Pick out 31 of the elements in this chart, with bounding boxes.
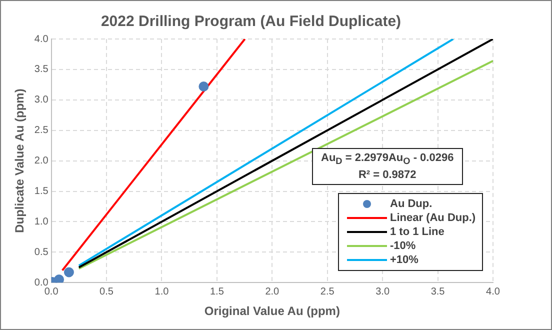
x-tick-label: 2.5	[320, 286, 335, 298]
x-tick-label: 2.0	[265, 286, 280, 298]
y-tick-label: 1.0	[34, 216, 49, 228]
annotation: Au$_{D}$ = 2.2979Au$_{O}$ - 0.0296	[321, 150, 454, 168]
y-tick-label: 2.0	[34, 156, 49, 167]
y-tick-label: 3.0	[34, 94, 49, 106]
x-tick-label: 3.5	[430, 286, 446, 298]
point	[64, 267, 74, 278]
x-tick-label: 3.0	[376, 286, 390, 298]
legend-label: -10%	[390, 240, 416, 252]
point	[54, 274, 64, 283]
x-axis-title: Original Value Au (ppm)	[204, 304, 340, 318]
x-tick-label: 0.0	[44, 286, 59, 298]
y-tick-label: 3.5	[34, 64, 49, 76]
x-tick-label: 4.0	[486, 286, 500, 298]
y-axis-title: Duplicate Value Au (ppm)	[12, 88, 27, 233]
y-tick-label: 2.5	[34, 125, 49, 136]
x-tick-label: 1.0	[154, 286, 170, 298]
y-tick-label: 0.0	[34, 277, 49, 288]
legend-label: Linear (Au Dup.)	[390, 212, 476, 224]
legend-label: +10%	[390, 254, 418, 266]
point	[198, 82, 209, 92]
y-tick-label: 0.5	[34, 246, 49, 258]
y-tick-label: 4.0	[34, 34, 49, 45]
chart-title: 2022 Drilling Program (Au Field Duplicate)	[100, 13, 402, 30]
x-tick-label: 0.5	[100, 286, 114, 298]
y-tick-label: 1.5	[34, 186, 49, 197]
annotation: R² = 0.9872	[357, 168, 418, 182]
x-tick-label: 1.5	[210, 286, 224, 298]
legend-label: Au Dup.	[390, 198, 432, 210]
legend-label: 1 to 1 Line	[390, 226, 444, 238]
